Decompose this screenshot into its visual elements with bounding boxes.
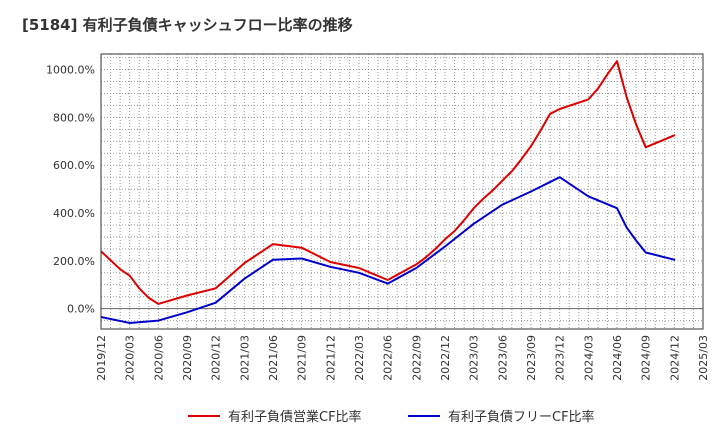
x-tick-label: 2022/03 [353,335,366,381]
x-tick-label: 2021/12 [324,335,337,381]
x-tick-label: 2022/09 [410,335,423,381]
series-group [101,60,676,324]
x-tick-label: 2021/09 [296,335,309,381]
x-tick-label: 2021/06 [267,335,280,381]
x-tick-label: 2020/06 [152,335,165,381]
series-line-operating-cf-ratio [101,60,676,305]
x-axis-labels: 2019/12 2020/03 2020/06 2020/09 2020/12 2021/… [95,335,710,381]
x-tick-label: 2020/09 [181,335,194,381]
x-tick-label: 2023/06 [496,335,509,381]
legend-label: 有利子負債フリーCF比率 [448,409,595,425]
y-tick-label: 200.0% [53,255,95,268]
plot-background [101,54,703,329]
y-tick-label: 400.0% [53,207,95,220]
y-axis-labels: 0.0% 200.0% 400.0% 600.0% 800.0% 1000.0% [46,64,95,316]
x-tick-label: 2019/12 [95,335,108,381]
x-tick-label: 2024/03 [582,335,595,381]
x-tick-label: 2023/12 [554,335,567,381]
x-tick-label: 2020/12 [210,335,223,381]
y-tick-label: 1000.0% [46,64,95,77]
legend-label: 有利子負債営業CF比率 [228,409,362,425]
plot-frame [100,53,704,330]
chart-title: [5184] 有利子負債キャッシュフロー比率の推移 [22,16,353,34]
x-tick-label: 2022/12 [439,335,452,381]
x-tick-label: 2025/03 [697,335,710,381]
x-tick-label: 2020/03 [124,335,137,381]
x-tick-label: 2024/09 [640,335,653,381]
series-line-free-cf-ratio [101,176,676,324]
x-tick-label: 2021/03 [238,335,251,381]
x-tick-label: 2024/12 [668,335,681,381]
x-tick-label: 2023/03 [468,335,481,381]
y-tick-label: 600.0% [53,159,95,172]
y-tick-label: 800.0% [53,111,95,124]
y-tick-label: 0.0% [67,303,95,316]
x-tick-label: 2023/09 [525,335,538,381]
legend: 有利子負債営業CF比率 有利子負債フリーCF比率 [188,409,595,425]
x-tick-label: 2024/06 [611,335,624,381]
x-tick-label: 2022/06 [382,335,395,381]
